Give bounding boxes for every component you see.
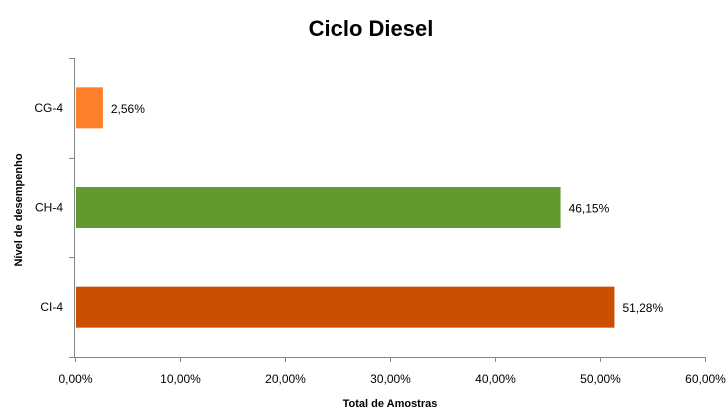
y-axis-title: Nível de desempenho bbox=[13, 153, 25, 266]
data-label: 46,15% bbox=[569, 202, 610, 216]
x-tick-label: 10,00% bbox=[160, 372, 201, 386]
bar-cg-4 bbox=[76, 87, 103, 129]
x-tick-label: 40,00% bbox=[475, 372, 516, 386]
x-axis-ticks: 0,00% 10,00% 20,00% 30,00% 40,00% 50,00% 60,00… bbox=[58, 357, 726, 386]
data-label: 51,28% bbox=[622, 301, 663, 315]
chart-title: Ciclo Diesel bbox=[309, 16, 434, 41]
x-tick-label: 30,00% bbox=[370, 372, 411, 386]
x-tick-label: 50,00% bbox=[580, 372, 621, 386]
y-tick-label: CG-4 bbox=[34, 101, 63, 115]
bars bbox=[76, 87, 615, 328]
x-tick-label: 0,00% bbox=[58, 372, 92, 386]
data-labels: CG-4 2,56% CH-4 46,15% CI-4 51,28% bbox=[34, 101, 663, 315]
y-tick-label: CI-4 bbox=[40, 300, 63, 314]
x-tick-label: 20,00% bbox=[265, 372, 306, 386]
bar-ch-4 bbox=[76, 187, 561, 228]
x-axis-title: Total de Amostras bbox=[343, 398, 438, 409]
bar-ci-4 bbox=[76, 286, 615, 328]
x-tick-label: 60,00% bbox=[685, 372, 726, 386]
y-tick-label: CH-4 bbox=[35, 201, 63, 215]
data-label: 2,56% bbox=[111, 102, 145, 116]
y-axis-ticks bbox=[69, 58, 75, 358]
plot-area: 0,00% 10,00% 20,00% 30,00% 40,00% 50,00% 60,00… bbox=[34, 58, 726, 386]
